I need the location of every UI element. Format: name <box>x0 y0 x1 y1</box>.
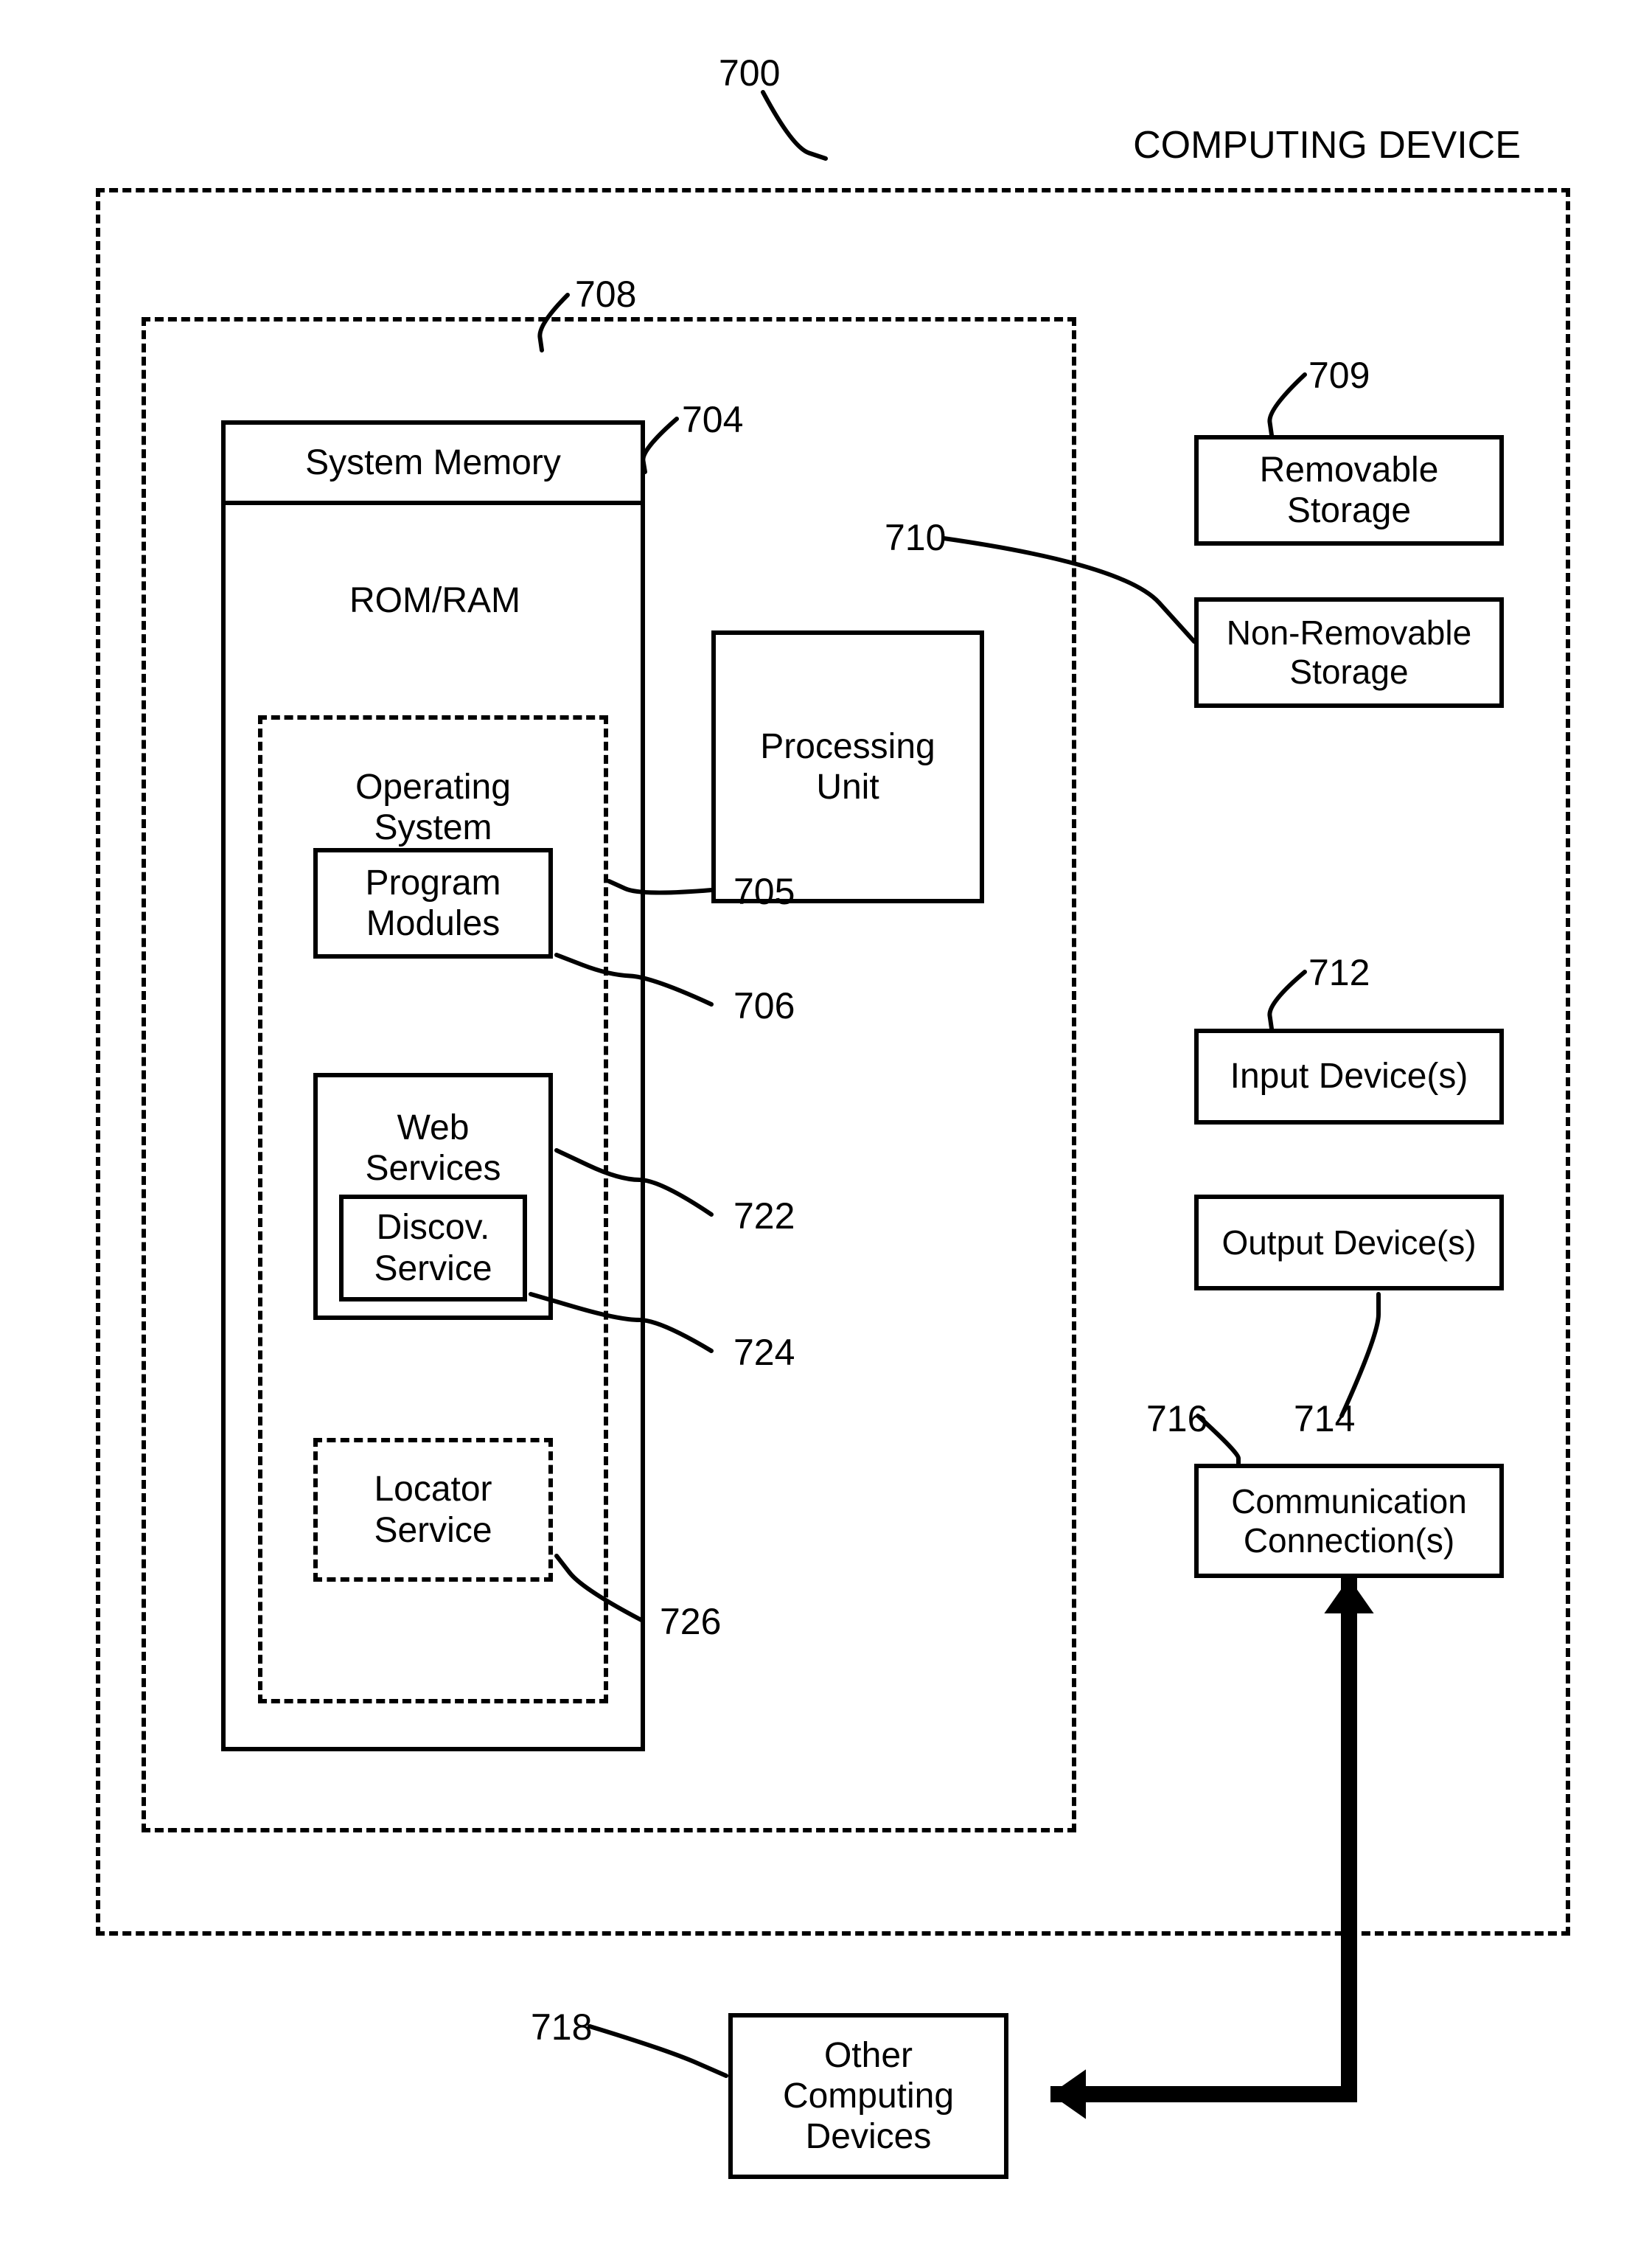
box-locator_service-label: Locator Service <box>374 1469 492 1550</box>
box-input_devices: Input Device(s) <box>1194 1029 1504 1125</box>
box-other_computing_devices-label: Other Computing Devices <box>783 2035 954 2158</box>
box-operating_system-label: Operating System <box>355 767 511 848</box>
box-system_memory_header: System Memory <box>221 420 645 505</box>
box-program_modules: Program Modules <box>313 848 553 959</box>
diagram-stage: System Memory Processing Unit Operating Sy… <box>0 0 1652 2252</box>
callout-ref-706: 706 <box>733 984 837 1029</box>
box-output_devices-label: Output Device(s) <box>1221 1223 1476 1262</box>
box-system_memory_header-label: System Memory <box>305 442 561 483</box>
callout-line-700 <box>763 92 826 159</box>
box-discov_service-label: Discov. Service <box>374 1207 492 1288</box>
callout-ref-714: 714 <box>1294 1397 1397 1442</box>
box-locator_service: Locator Service <box>313 1438 553 1582</box>
label-title: COMPUTING DEVICE <box>1098 124 1555 168</box>
box-removable_storage-label: Removable Storage <box>1260 450 1439 531</box>
box-processing_unit: Processing Unit <box>711 630 984 903</box>
callout-ref-726: 726 <box>660 1600 763 1644</box>
callout-ref-724: 724 <box>733 1331 837 1375</box>
callout-ref-708: 708 <box>575 273 678 317</box>
callout-ref-704: 704 <box>682 398 785 442</box>
box-other_computing_devices: Other Computing Devices <box>728 2013 1008 2179</box>
box-program_modules-label: Program Modules <box>365 863 501 944</box>
callout-ref-700: 700 <box>719 52 822 96</box>
callout-ref-716: 716 <box>1146 1397 1250 1442</box>
box-web_services-label: Web Services <box>325 1108 541 1189</box>
box-output_devices: Output Device(s) <box>1194 1195 1504 1290</box>
box-non_removable_storage: Non-Removable Storage <box>1194 597 1504 708</box>
box-discov_service: Discov. Service <box>339 1195 527 1301</box>
box-comm_connections-label: Communication Connection(s) <box>1231 1482 1467 1560</box>
label-rom_ram: ROM/RAM <box>317 579 553 623</box>
callout-ref-712: 712 <box>1308 951 1412 995</box>
callout-ref-705: 705 <box>733 870 837 914</box>
callout-ref-709: 709 <box>1308 354 1412 398</box>
callout-ref-718: 718 <box>531 2006 634 2050</box>
arrow-head <box>1050 2069 1086 2119</box>
box-removable_storage: Removable Storage <box>1194 435 1504 546</box>
callout-ref-710: 710 <box>885 516 988 560</box>
box-processing_unit-label: Processing Unit <box>760 726 935 807</box>
box-non_removable_storage-label: Non-Removable Storage <box>1227 614 1471 692</box>
box-input_devices-label: Input Device(s) <box>1230 1056 1468 1097</box>
box-comm_connections: Communication Connection(s) <box>1194 1464 1504 1578</box>
callout-ref-722: 722 <box>733 1195 837 1239</box>
